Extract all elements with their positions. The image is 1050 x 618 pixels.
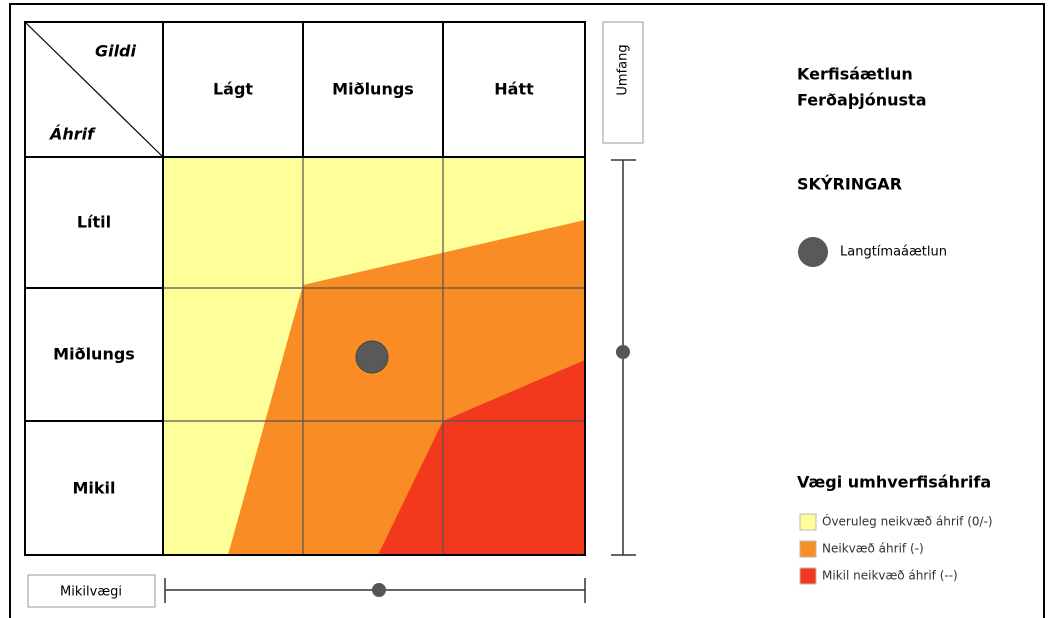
vertical-axis-label: Umfang bbox=[616, 44, 631, 95]
corner-bottom: Áhrif bbox=[48, 125, 96, 144]
legend-title: SKÝRINGAR bbox=[797, 175, 902, 194]
column-header: Miðlungs bbox=[332, 80, 414, 99]
row-header: Lítil bbox=[77, 213, 111, 232]
corner-top: Gildi bbox=[95, 42, 137, 61]
legend-swatch bbox=[799, 540, 817, 558]
legend-swatch bbox=[799, 567, 817, 585]
plan-marker bbox=[355, 340, 389, 374]
row-header: Miðlungs bbox=[53, 345, 135, 364]
scale-marker bbox=[372, 583, 386, 597]
corner-diagonal bbox=[24, 21, 164, 158]
legend-label: Mikil neikvæð áhrif (--) bbox=[822, 569, 958, 583]
title-line: Ferðaþjónusta bbox=[797, 91, 927, 110]
legend-marker bbox=[798, 237, 828, 267]
weights-legend: Óveruleg neikvæð áhrif (0/-) Neikvæð áhri… bbox=[799, 513, 993, 585]
axis-box bbox=[602, 21, 644, 144]
horizontal-axis-label: Mikilvægi bbox=[60, 585, 122, 600]
axis-box bbox=[27, 574, 156, 608]
frame bbox=[9, 3, 1045, 618]
row-header: Mikil bbox=[72, 479, 115, 498]
impact-region bbox=[378, 360, 585, 555]
matrix-grid bbox=[24, 21, 586, 556]
legend-marker-label: Langtímaáætlun bbox=[840, 245, 947, 260]
legend-label: Neikvæð áhrif (-) bbox=[822, 542, 924, 556]
column-header: Lágt bbox=[213, 80, 253, 99]
column-header: Hátt bbox=[494, 80, 534, 99]
legend-swatch bbox=[799, 513, 817, 531]
scale-marker bbox=[616, 345, 630, 359]
weights-title: Vægi umhverfisáhrifa bbox=[797, 473, 991, 492]
legend-label: Óveruleg neikvæð áhrif (0/-) bbox=[822, 514, 993, 529]
title-line: Kerfisáætlun bbox=[797, 65, 913, 84]
